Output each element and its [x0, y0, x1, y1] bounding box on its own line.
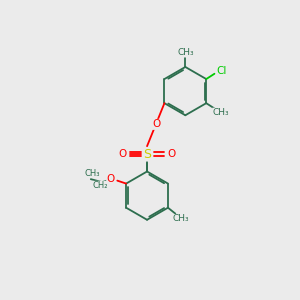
Text: Cl: Cl — [216, 66, 227, 76]
Text: CH₃: CH₃ — [84, 169, 100, 178]
Text: CH₃: CH₃ — [177, 48, 194, 57]
Text: O: O — [167, 149, 175, 159]
Text: O: O — [118, 149, 127, 159]
Text: CH₂: CH₂ — [92, 181, 108, 190]
Text: O: O — [107, 174, 115, 184]
Text: CH₃: CH₃ — [213, 108, 229, 117]
Text: O: O — [152, 119, 161, 129]
Text: CH₃: CH₃ — [173, 214, 190, 224]
Text: S: S — [143, 148, 151, 161]
